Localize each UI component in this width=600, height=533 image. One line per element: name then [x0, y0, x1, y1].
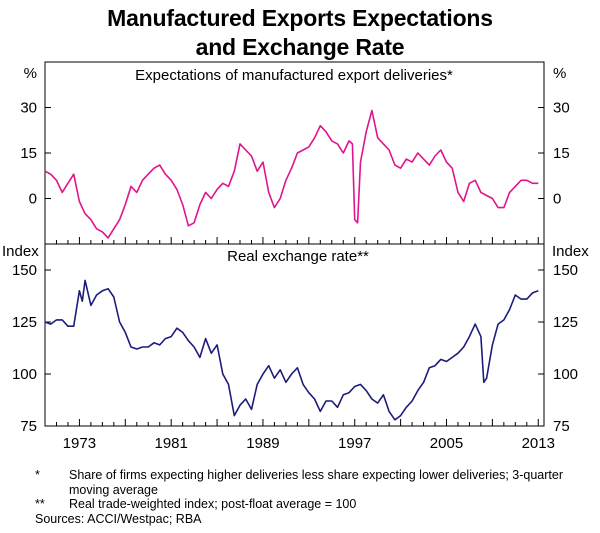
y-tick-label-right: 30 [553, 100, 570, 117]
footnote-2-mark: ** [35, 497, 45, 511]
chart-title: Manufactured Exports Expectations and Ex… [0, 4, 600, 62]
sources-line: Sources: ACCI/Westpac; RBA [35, 511, 202, 526]
y-tick-label-left: 75 [20, 418, 37, 435]
bottom-panel-title: Real exchange rate** [227, 248, 369, 265]
footnote-2-text: Real trade-weighted index; post-float av… [69, 497, 357, 511]
axis-ticks [44, 107, 544, 427]
y-tick-label-left: 100 [12, 366, 37, 383]
y-tick-labels: 0 0 15 15 30 30 75 75 100 100 125 125 150 150 [12, 100, 578, 436]
x-tick-label: 1997 [338, 435, 371, 452]
footnote-2: ** Real trade-weighted index; post-float… [35, 497, 575, 512]
top-left-unit: % [24, 65, 37, 82]
x-tick-label: 1989 [246, 435, 279, 452]
exchange-rate-series-line [44, 279, 539, 421]
x-tick-label: 2005 [430, 435, 463, 452]
y-tick-label-right: 15 [553, 145, 570, 162]
footnote-1-text: Share of firms expecting higher deliveri… [69, 468, 563, 497]
y-tick-label-right: 150 [553, 262, 578, 279]
y-tick-label-left: 15 [20, 145, 37, 162]
x-tick-label: 1973 [63, 435, 96, 452]
chart-title-line-2: and Exchange Rate [195, 34, 405, 60]
footnotes: * Share of firms expecting higher delive… [35, 468, 575, 526]
y-tick-label-right: 125 [553, 314, 578, 331]
x-tick-label: 1981 [154, 435, 187, 452]
bottom-right-unit: Index [552, 243, 589, 260]
y-tick-label-right: 75 [553, 418, 570, 435]
bottom-left-unit: Index [2, 243, 39, 260]
top-panel-title: Expectations of manufactured export deli… [135, 67, 453, 84]
series-lines [44, 109, 539, 421]
y-tick-label-left: 125 [12, 314, 37, 331]
y-tick-label-left: 150 [12, 262, 37, 279]
x-tick-labels: 1973 1981 1989 1997 2005 2013 [63, 435, 555, 452]
y-tick-label-right: 100 [553, 366, 578, 383]
y-tick-label-right: 0 [553, 191, 561, 208]
chart-title-line-1: Manufactured Exports Expectations [107, 5, 493, 31]
expectations-series-line [44, 109, 539, 239]
x-tick-label: 2013 [522, 435, 555, 452]
y-tick-label-left: 30 [20, 100, 37, 117]
footnote-1-mark: * [35, 468, 40, 482]
y-tick-label-left: 0 [29, 191, 37, 208]
footnote-1: * Share of firms expecting higher delive… [35, 468, 575, 497]
top-right-unit: % [553, 65, 566, 82]
